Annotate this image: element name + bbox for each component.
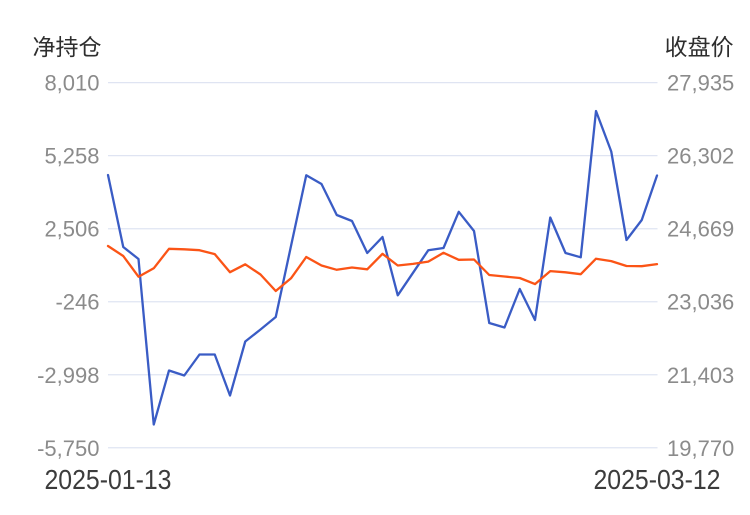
svg-text:23,036: 23,036: [667, 290, 734, 315]
svg-text:-5,750: -5,750: [37, 436, 99, 461]
svg-text:-2,998: -2,998: [37, 363, 99, 388]
svg-text:2025-01-13: 2025-01-13: [45, 464, 172, 495]
svg-text:24,669: 24,669: [667, 217, 734, 242]
svg-text:2025-03-12: 2025-03-12: [594, 464, 721, 495]
svg-text:2,506: 2,506: [44, 217, 99, 242]
svg-text:26,302: 26,302: [667, 144, 734, 169]
svg-text:27,935: 27,935: [667, 71, 734, 96]
svg-text:-246: -246: [55, 290, 99, 315]
svg-text:19,770: 19,770: [667, 436, 734, 461]
svg-text:8,010: 8,010: [44, 71, 99, 96]
svg-text:21,403: 21,403: [667, 363, 734, 388]
svg-text:5,258: 5,258: [44, 144, 99, 169]
